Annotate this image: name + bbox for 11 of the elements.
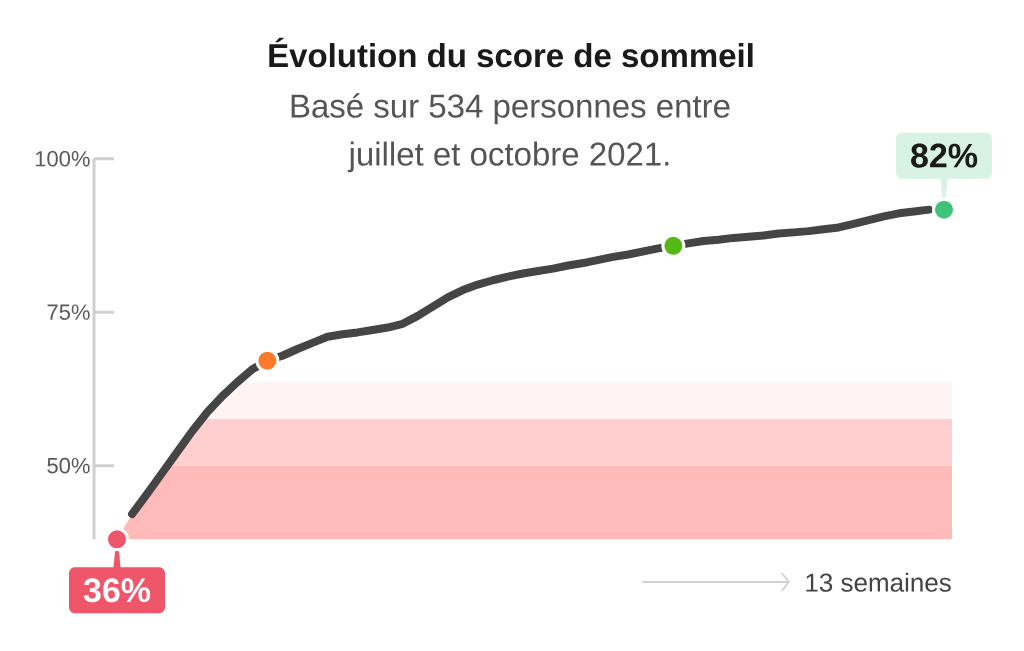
point — [661, 233, 686, 258]
y-tick-label: 50% — [47, 457, 90, 474]
annotation: 82% — [911, 143, 978, 168]
x-axis-title: 13 semaines — [806, 572, 951, 592]
chart-subtitle: Basé sur 534 personnes entre juillet et octobre 2021. — [291, 93, 730, 173]
y-tick-label: 75% — [47, 304, 90, 320]
point — [255, 348, 280, 373]
chart-title: Évolution du score de sommeil — [269, 37, 753, 68]
y-tick-label: 100% — [35, 150, 90, 167]
point — [105, 527, 129, 552]
annotation: 36% — [83, 578, 151, 603]
